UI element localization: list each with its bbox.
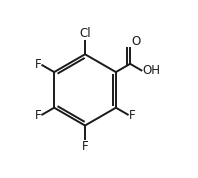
Text: Cl: Cl bbox=[79, 27, 91, 40]
Text: F: F bbox=[35, 109, 41, 122]
Text: F: F bbox=[35, 58, 41, 71]
Text: OH: OH bbox=[142, 64, 160, 77]
Text: F: F bbox=[82, 140, 88, 153]
Text: F: F bbox=[129, 109, 135, 122]
Text: O: O bbox=[131, 35, 140, 48]
